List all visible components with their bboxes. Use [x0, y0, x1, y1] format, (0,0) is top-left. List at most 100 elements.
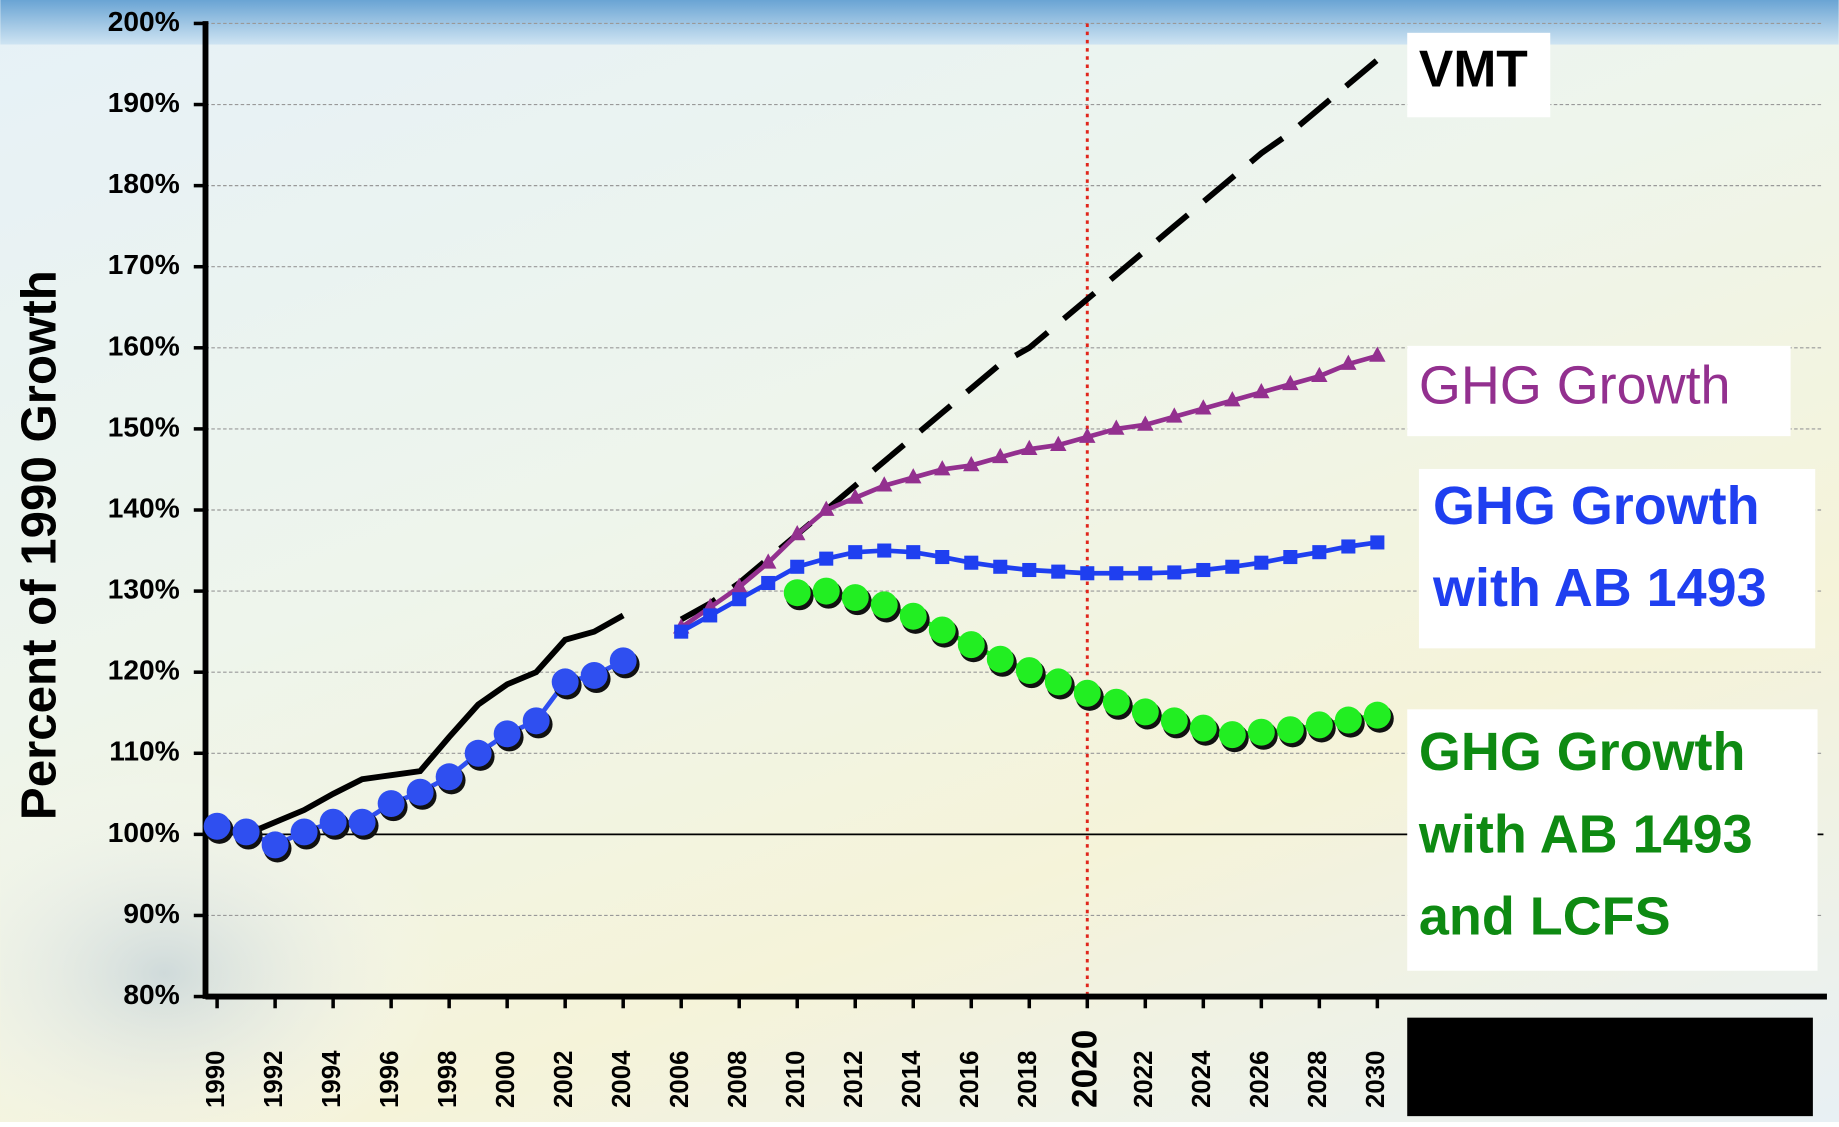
x-tick-label: 2004 [608, 1050, 636, 1108]
data-point [1022, 562, 1037, 578]
legend-label-line: GHG Growth [1433, 476, 1760, 536]
data-point [992, 447, 1009, 464]
data-point [1015, 657, 1043, 685]
data-point [406, 778, 434, 806]
data-point [790, 559, 805, 574]
legend-label-line: GHG Growth [1419, 722, 1746, 782]
x-tick-label: 2028 [1304, 1051, 1332, 1108]
x-tick-label: 2016 [956, 1051, 984, 1108]
y-tick-label: 180% [108, 168, 180, 199]
data-point [934, 460, 951, 476]
data-point [1370, 535, 1385, 550]
data-point [1189, 714, 1217, 742]
data-point [964, 555, 979, 570]
series-line [216, 612, 625, 838]
data-point [1276, 716, 1304, 744]
data-point [1224, 391, 1241, 407]
data-point [1225, 559, 1240, 574]
data-point [963, 456, 980, 472]
data-point [1283, 549, 1298, 565]
data-point [1247, 718, 1275, 746]
data-point [899, 602, 927, 630]
data-point [905, 468, 922, 484]
y-tick-label: 100% [108, 817, 180, 848]
data-point [761, 575, 776, 591]
data-point [1195, 399, 1212, 415]
legend-label: GHG Growth [1419, 355, 1731, 415]
x-tick-label: 2014 [898, 1050, 926, 1108]
x-tick-label: 2008 [724, 1051, 752, 1108]
data-point [870, 591, 898, 619]
data-point [1109, 566, 1124, 581]
data-point [1166, 407, 1183, 423]
data-point [928, 616, 956, 644]
x-tick-label: 2012 [840, 1051, 868, 1108]
x-tick-label: 2020 [1066, 1030, 1105, 1108]
x-tick-label: 2010 [782, 1051, 810, 1108]
data-point [703, 608, 718, 623]
data-point [1340, 354, 1357, 370]
data-point [1254, 555, 1269, 570]
data-point [812, 577, 840, 605]
data-point [522, 707, 550, 735]
data-point [841, 584, 869, 612]
x-tick-label: 2000 [492, 1051, 520, 1108]
x-tick-label: 2006 [666, 1051, 694, 1108]
data-point [906, 545, 921, 560]
x-tick-label: 1996 [376, 1051, 404, 1108]
data-point [1253, 383, 1270, 399]
y-tick-label: 190% [108, 87, 180, 118]
y-tick-label: 140% [108, 492, 180, 523]
data-point [1218, 721, 1246, 749]
data-point [1079, 427, 1096, 443]
data-point [1073, 679, 1101, 707]
data-point [609, 647, 637, 675]
x-tick-label: 2024 [1188, 1050, 1216, 1108]
data-point [935, 549, 950, 565]
black-box [1407, 1017, 1813, 1117]
y-axis-label: Percent of 1990 Growth [12, 270, 67, 820]
y-tick-label: 170% [108, 249, 180, 280]
data-point [1363, 701, 1391, 729]
data-point [1311, 366, 1328, 383]
x-tick-label: 2026 [1246, 1051, 1274, 1108]
x-tick-label: 2002 [550, 1051, 578, 1108]
data-point [1137, 415, 1154, 431]
data-point [1305, 711, 1333, 739]
data-point [1051, 564, 1066, 579]
y-tick-label: 200% [108, 6, 180, 37]
y-tick-label: 160% [108, 330, 180, 361]
x-tick-label: 2018 [1014, 1051, 1042, 1108]
legend-label: VMT [1419, 39, 1528, 97]
data-point [1312, 545, 1327, 560]
legend-box [1407, 709, 1818, 971]
data-point [1369, 346, 1386, 362]
data-point [848, 545, 863, 560]
data-point [1021, 439, 1038, 456]
data-point [1334, 706, 1362, 734]
data-point [493, 720, 521, 748]
data-point [290, 818, 318, 846]
x-tick-label: 1998 [434, 1051, 462, 1108]
data-point [1108, 419, 1125, 435]
legend-box [1407, 345, 1791, 437]
data-point [261, 831, 289, 859]
data-point [1341, 539, 1356, 554]
data-point [1044, 668, 1072, 696]
data-point [732, 592, 747, 607]
data-point [319, 808, 347, 836]
data-point [232, 818, 260, 846]
data-point [1102, 688, 1130, 716]
y-tick-label: 80% [123, 979, 179, 1010]
legend-label-line: with AB 1493 [1432, 558, 1767, 618]
data-point [674, 624, 689, 639]
data-point [1160, 707, 1188, 735]
data-point [819, 551, 834, 566]
data-point [760, 553, 777, 569]
x-tick-label: 2030 [1362, 1051, 1390, 1108]
x-tick-label: 2022 [1130, 1051, 1158, 1108]
legend-label-line: with AB 1493 [1418, 805, 1753, 865]
legend-label: GHG Growth with AB 1493 [1432, 476, 1767, 618]
